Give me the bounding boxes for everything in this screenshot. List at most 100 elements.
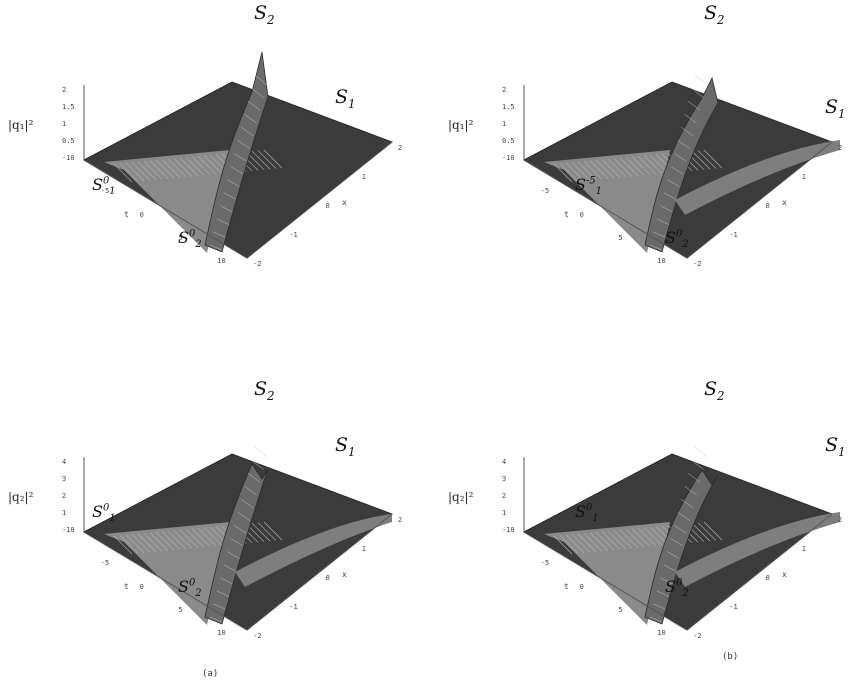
z-tick-label: 0.5 — [62, 137, 75, 145]
z-axis-label: |q₁|² — [8, 118, 34, 132]
x-axis-name: x — [342, 198, 347, 207]
surface-panel-b-bottom: 4 3 2 1 -10 |q₂|² -5 0 5 10 t 2 1 0 -1 -2 x S2 S1 S01 S02 — [440, 372, 860, 672]
z-tick-label: 1 — [62, 509, 67, 517]
ridge-mesh — [209, 446, 268, 623]
z-tick-label: 4 — [502, 458, 507, 466]
x-tick-label: 0 — [765, 574, 770, 582]
x-tick-label: -2 — [693, 632, 702, 640]
t-tick-label: 0 — [579, 582, 584, 591]
x-tick-label: 2 — [398, 516, 403, 524]
x-tick-label: 2 — [838, 144, 843, 152]
z-tick-label: 1.5 — [502, 103, 515, 111]
x-tick-label: 2 — [398, 144, 403, 152]
x-tick-label: 0 — [325, 202, 330, 210]
t-axis-name: t — [124, 210, 129, 219]
x-axis — [686, 513, 833, 631]
x-tick-label: -1 — [729, 231, 738, 239]
surface-plot-svg — [82, 51, 393, 259]
z-tick-label: -10 — [502, 526, 515, 534]
t-axis — [523, 531, 688, 631]
caption-b: (b) — [722, 652, 739, 662]
label-s1-right: S1 — [825, 96, 846, 121]
soliton-band-s1 — [104, 150, 230, 253]
ridge-mesh — [649, 74, 708, 251]
z-axis-label: |q₂|² — [8, 490, 34, 504]
z-tick-label: 1.5 — [62, 103, 75, 111]
t-tick-label: 5 — [618, 234, 623, 242]
x-tick-label: -1 — [729, 603, 738, 611]
x-axis-name: x — [342, 570, 347, 579]
t-axis — [523, 159, 688, 259]
surface-panel-a-top: 2 1.5 1 0.5 -10 |q₁|² -5 0 5 10 t 2 1 0 -1 -2 x S2 S1 S01 S0… — [0, 0, 420, 300]
soliton-crest-s1 — [675, 512, 840, 587]
ridge-mesh — [209, 74, 268, 251]
label-s2-peak: S2 — [254, 2, 275, 27]
x-axis — [686, 141, 833, 259]
t-tick-label: -5 — [100, 559, 110, 568]
t-axis — [83, 159, 248, 259]
caption-a: (a) — [202, 669, 219, 679]
surface-panel-b-top: 2 1.5 1 0.5 -10 |q₁|² -5 0 5 10 t 2 1 0 -1 -2 x S2 S1 S-51 S… — [440, 0, 860, 300]
soliton-band-s1 — [104, 522, 230, 625]
soliton-ridge-s2 — [204, 463, 269, 625]
z-tick-label: 2 — [62, 86, 67, 94]
surface-plot-svg — [522, 446, 840, 631]
t-tick-label: -5 — [100, 187, 110, 196]
surface-panel-a-bottom: 4 3 2 1 -10 |q₂|² -5 0 5 10 t 2 1 0 -1 -2 x S2 S1 S01 S02 — [0, 372, 420, 672]
z-tick-label: -10 — [62, 526, 75, 534]
x-tick-label: 0 — [325, 574, 330, 582]
x-axis-name: x — [782, 198, 787, 207]
t-tick-label: 0 — [139, 210, 144, 219]
z-tick-label: 1 — [62, 120, 67, 128]
label-s2-initial: S02 — [178, 228, 202, 251]
x-tick-label: -2 — [253, 260, 262, 268]
surface-plot-svg — [82, 446, 393, 631]
soliton-ridge-s2 — [204, 51, 269, 253]
surface-plot-svg — [522, 74, 840, 259]
t-tick-label: 10 — [217, 629, 226, 638]
z-axis-label: |q₂|² — [448, 490, 474, 504]
x-tick-label: -1 — [289, 603, 298, 611]
soliton-crest-s1 — [675, 140, 840, 215]
z-tick-label: 3 — [62, 475, 67, 483]
t-axis-name: t — [564, 582, 569, 591]
t-tick-label: 10 — [657, 629, 666, 638]
z-tick-label: 3 — [502, 475, 507, 483]
t-axis — [83, 531, 248, 631]
label-s2-peak: S2 — [704, 2, 725, 27]
x-tick-label: 1 — [361, 173, 366, 181]
x-tick-label: -1 — [289, 231, 298, 239]
t-tick-label: -5 — [540, 187, 550, 196]
label-s1-initial: S-51 — [575, 175, 602, 198]
soliton-crest-s1 — [235, 514, 392, 587]
x-tick-label: 1 — [361, 545, 366, 553]
t-tick-label: -5 — [540, 559, 550, 568]
z-tick-label: 2 — [62, 492, 67, 500]
z-tick-label: -10 — [502, 154, 515, 162]
x-tick-label: 1 — [801, 545, 806, 553]
z-tick-label: -10 — [62, 154, 75, 162]
label-s1-initial: S01 — [92, 502, 116, 525]
x-tick-label: -2 — [253, 632, 262, 640]
z-tick-label: 2 — [502, 492, 507, 500]
z-tick-label: 1 — [502, 509, 507, 517]
label-s1-right: S1 — [335, 86, 356, 111]
z-axis-label: |q₁|² — [448, 118, 474, 132]
t-tick-label: 10 — [217, 257, 226, 266]
t-tick-label: 5 — [618, 606, 623, 614]
soliton-ridge-s2 — [644, 76, 719, 253]
x-axis — [246, 513, 393, 631]
ridge-mesh — [649, 446, 708, 623]
label-s2-initial: S02 — [178, 577, 202, 600]
label-s2-initial: S02 — [665, 577, 689, 600]
t-tick-label: 0 — [139, 582, 144, 591]
x-tick-label: 1 — [801, 173, 806, 181]
x-axis — [246, 141, 393, 259]
x-axis-name: x — [782, 570, 787, 579]
x-tick-label: -2 — [693, 260, 702, 268]
z-tick-label: 1 — [502, 120, 507, 128]
label-s1-initial: S01 — [575, 502, 599, 525]
t-tick-label: 10 — [657, 257, 666, 266]
soliton-ridge-s2 — [644, 469, 719, 625]
soliton-band-s1 — [544, 522, 670, 625]
